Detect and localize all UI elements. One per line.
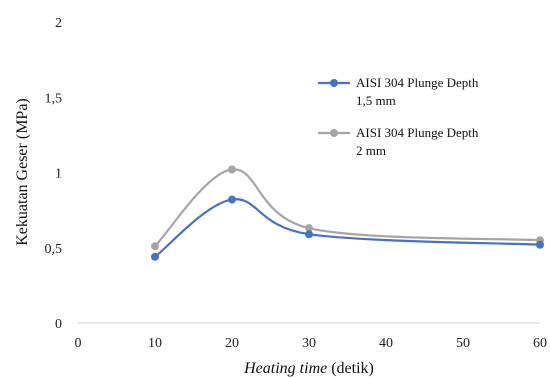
legend-label: AISI 304 Plunge Depth <box>356 75 479 90</box>
x-tick-label: 30 <box>302 336 316 351</box>
data-point <box>228 165 236 174</box>
y-tick-label: 2 <box>55 16 62 31</box>
y-tick-label: 1 <box>55 167 62 182</box>
legend-item: AISI 304 Plunge Depth 2 mm <box>318 125 479 158</box>
x-axis-title-unit: (detik) <box>327 360 374 377</box>
data-point <box>305 230 313 239</box>
data-point <box>151 242 159 251</box>
y-axis-title: Kekuatan Geser (MPa) <box>14 98 31 246</box>
x-tick-label: 10 <box>148 336 162 351</box>
x-tick-label: 60 <box>533 336 547 351</box>
y-tick-label: 0 <box>55 317 62 332</box>
legend-swatch-marker <box>330 79 338 87</box>
x-axis-title: Heating time (detik) <box>243 360 374 377</box>
legend-swatch-marker <box>330 129 338 137</box>
series-1 <box>151 195 544 261</box>
data-point <box>305 224 313 233</box>
x-axis-title-italic: Heating time <box>243 360 327 377</box>
y-tick-labels: 0 0,5 1 1,5 2 <box>45 16 63 332</box>
data-point <box>228 195 236 204</box>
x-tick-labels: 0 10 20 30 40 50 60 <box>75 336 548 351</box>
legend-label-line2: 2 mm <box>356 143 386 158</box>
series-line <box>154 198 541 258</box>
series-group <box>151 165 544 261</box>
x-tick-label: 50 <box>456 336 470 351</box>
x-tick-label: 40 <box>379 336 393 351</box>
legend-item: AISI 304 Plunge Depth 1,5 mm <box>318 75 479 108</box>
legend-label-line2: 1,5 mm <box>356 93 396 108</box>
series-line <box>154 168 541 248</box>
data-point <box>536 240 544 249</box>
y-tick-label: 1,5 <box>45 91 63 106</box>
x-tick-label: 20 <box>225 336 239 351</box>
x-tick-label: 0 <box>75 336 82 351</box>
y-tick-label: 0,5 <box>45 242 63 257</box>
legend-label: AISI 304 Plunge Depth <box>356 125 479 140</box>
data-point <box>151 252 159 261</box>
